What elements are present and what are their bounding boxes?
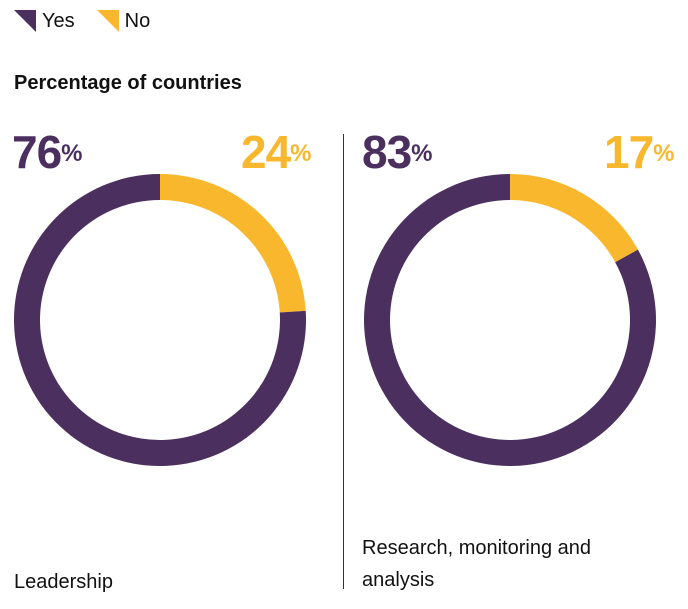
leadership-no-unit: %	[290, 140, 312, 167]
legend-label-yes: Yes	[42, 10, 75, 32]
leadership-yes-number: 76	[12, 126, 62, 178]
research-yes-value: 83%	[362, 129, 433, 186]
legend: Yes No	[14, 10, 150, 32]
leadership-no-value: 24%	[241, 129, 312, 186]
research-no-value: 17%	[604, 129, 675, 186]
leadership-yes-value: 76%	[12, 129, 83, 186]
leadership-no-number: 24	[241, 126, 291, 178]
chart-divider	[343, 134, 344, 589]
leadership-category-label: Leadership	[14, 571, 113, 593]
chart-subtitle: Percentage of countries	[14, 72, 242, 94]
research-donut-chart	[364, 174, 656, 466]
research-category-label: Research, monitoring and analysis	[362, 537, 592, 591]
no-swatch-icon	[96, 10, 119, 32]
research-no-slice	[510, 174, 638, 263]
leadership-donut-chart	[14, 174, 307, 466]
research-yes-unit: %	[411, 140, 433, 167]
yes-swatch-icon	[14, 10, 36, 32]
yes-swatch	[14, 10, 36, 32]
legend-label-no: No	[124, 10, 151, 32]
research-no-number: 17	[604, 126, 654, 178]
legend-item-no: No	[96, 10, 151, 32]
research-no-unit: %	[653, 140, 675, 167]
no-swatch	[96, 10, 119, 32]
leadership-no-slice	[160, 174, 306, 313]
legend-item-yes: Yes	[14, 10, 75, 32]
research-yes-number: 83	[362, 126, 412, 178]
leadership-yes-unit: %	[61, 140, 83, 167]
